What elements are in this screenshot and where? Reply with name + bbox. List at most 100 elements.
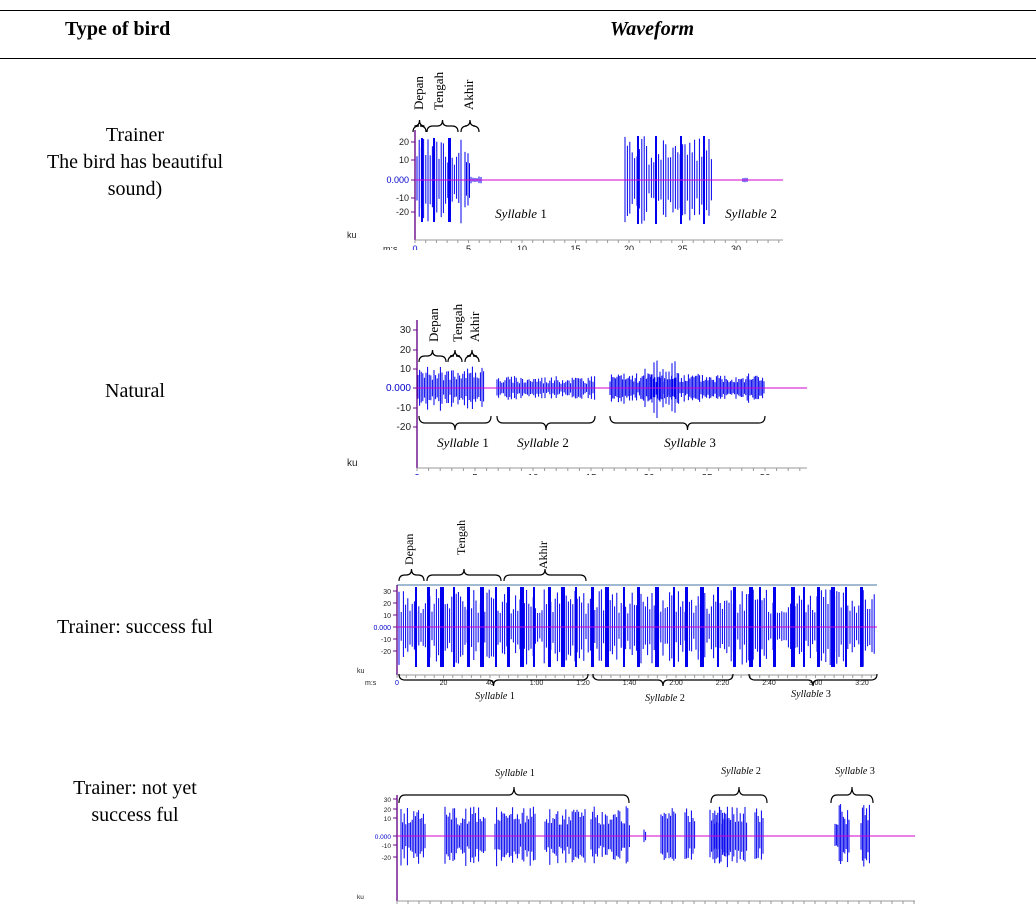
x-tick-label: 10 [517,244,527,250]
x-tick-label: 1:00 [530,680,544,687]
syllable-1-label: Syllable 1 [475,691,515,702]
waveform-plot-3: 30 20 10 0.000 -10 -20 0 20 40 1:00 1:20 1:40 2:00 2:… [357,520,878,704]
x-tick-label: 15 [570,244,580,250]
row-label-natural: Natural [0,378,270,405]
x-tick-label: 1:40 [623,680,637,687]
segment-label-depan: Depan [411,76,426,110]
syllable-2-label: Syllable 2 [721,766,761,777]
brace-depan [418,349,447,363]
y-tick-label: 10 [399,155,409,165]
x-tick-label: 25 [677,244,687,250]
amplitude-unit-label: ku [357,894,364,901]
segment-label-akhir: Akhir [467,311,482,342]
segment-label-depan: Depan [426,308,441,342]
y-tick-label: 0.000 [386,383,411,394]
label-line: Trainer: success ful [57,616,213,638]
x-tick-label: 25 [701,473,713,475]
x-tick-label: 20 [643,473,655,475]
brace-akhir [503,568,587,582]
x-tick-label: 30 [759,473,771,475]
brace-syllable3 [830,786,874,804]
column-header-waveform: Waveform [610,18,695,40]
header-bottom-rule [0,58,1036,59]
time-unit-label: m:s [385,473,401,475]
y-tick-label: -20 [396,207,409,217]
amplitude-unit-label: ku [347,230,357,240]
waveform-all-syllables [398,589,875,667]
x-tick-label: 2:40 [762,680,776,687]
waveform-syllable1 [417,366,485,411]
y-tick-label: -10 [382,843,392,850]
row-label-trainer-successful: Trainer: success ful [0,614,270,641]
syllable-3-label: Syllable 3 [791,689,831,700]
waveform-syllable1-burst [544,809,586,865]
waveform-syllable2-burst [712,806,748,868]
syllable-1-label: Syllable 1 [437,435,489,450]
brace-tengah [447,349,463,363]
y-tick-label: 20 [384,807,392,814]
waveform-plot-4: 3020100.000-10-200501:402:303:204:105:00… [357,766,915,904]
brace-syllable1 [398,786,630,804]
syllable-2-label: Syllable 2 [645,693,685,704]
syllable-2-label: Syllable 2 [725,206,777,221]
brace-akhir [460,119,480,133]
label-line: Natural [105,380,165,402]
label-line: success ful [91,804,179,826]
x-tick-label: 15 [585,473,597,475]
x-tick-label: 40 [486,680,494,687]
label-line: Trainer: not yet [73,777,197,799]
time-unit-label: m:s [365,680,377,687]
y-tick-label: 30 [400,325,412,336]
segment-label-tengah: Tengah [454,520,468,555]
x-tick-label: 30 [731,244,741,250]
y-tick-label: 20 [400,345,412,356]
x-tick-label: 1:20 [576,680,590,687]
column-header-type: Type of bird [65,18,171,40]
y-tick-label: -20 [381,649,391,656]
brace-syllable2 [710,786,768,804]
y-tick-label: 10 [383,613,391,620]
syllable-3-label: Syllable 3 [835,766,875,777]
x-tick-label: 0 [412,244,417,250]
waveform-syllable1-burst [660,808,676,861]
y-tick-label: 10 [384,816,392,823]
brace-akhir [464,349,480,363]
brace-depan [412,119,427,133]
x-tick-label: 0 [414,473,420,475]
y-tick-label: 20 [399,137,409,147]
segment-label-akhir: Akhir [536,541,550,569]
waveform-syllable1-burst [684,808,696,860]
brace-syllable3 [748,673,878,687]
y-tick-label: 0.000 [373,625,391,632]
y-tick-label: 0.000 [375,834,392,841]
x-tick-label: 20 [624,244,634,250]
waveform-plot-1: 20 10 0.000 -10 -20 0 5 10 15 20 25 30 m:s ku Depan Ten… [347,71,783,250]
waveform-syllable3-burst [834,804,850,864]
y-tick-label: -10 [397,403,412,414]
y-tick-label: -20 [397,422,412,433]
brace-syllable3 [609,415,766,431]
syllable-2-label: Syllable 2 [517,435,569,450]
syllable-1-label: Syllable 1 [495,768,535,779]
waveform-syllable2-burst [754,808,764,860]
brace-tengah [426,119,459,133]
row-label-trainer-beautiful: Trainer The bird has beautiful sound) [0,122,270,203]
table-top-rule [0,10,1036,11]
waveform-syllable1-burst [590,806,630,864]
time-unit-label: m:s [383,244,398,250]
x-tick-label: 10 [527,473,539,475]
waveform-syllable1-burst [400,808,426,866]
x-tick-label: 20 [440,680,448,687]
brace-syllable2 [592,673,734,687]
brace-depan [398,568,425,582]
y-tick-label: -10 [381,637,391,644]
segment-label-depan: Depan [402,534,416,565]
brace-syllable2 [496,415,596,431]
syllable-1-label: Syllable 1 [495,206,547,221]
y-tick-label: 30 [384,797,392,804]
segment-label-akhir: Akhir [461,79,476,110]
y-tick-label: 0.000 [386,175,409,185]
x-tick-label: 2:20 [716,680,730,687]
y-tick-label: 20 [383,601,391,608]
x-tick-label: 5 [472,473,478,475]
